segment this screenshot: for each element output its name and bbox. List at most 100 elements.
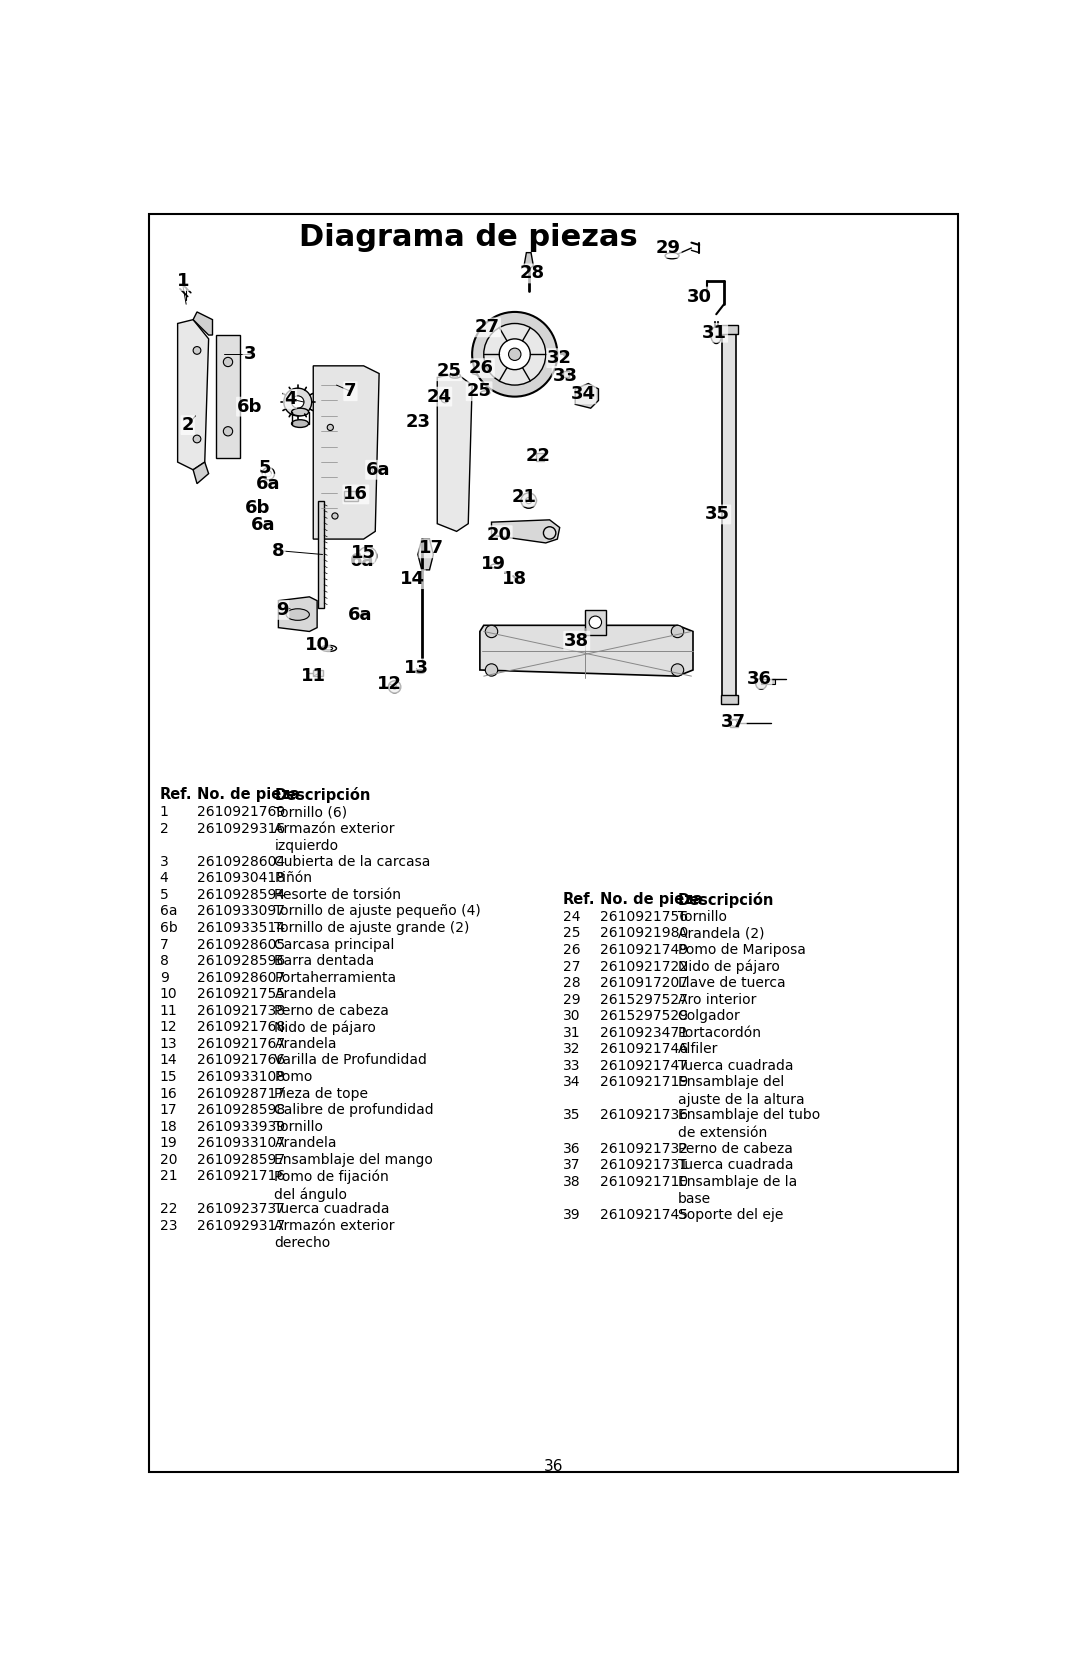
Bar	[318, 501, 324, 609]
Circle shape	[392, 684, 397, 689]
Text: 27: 27	[475, 319, 500, 337]
Ellipse shape	[292, 419, 309, 427]
Circle shape	[485, 664, 498, 676]
Text: 21: 21	[160, 1170, 177, 1183]
Text: Tornillo (6): Tornillo (6)	[274, 804, 348, 819]
Text: 3: 3	[243, 345, 256, 364]
Text: 2610917207: 2610917207	[600, 976, 688, 990]
Polygon shape	[313, 366, 379, 539]
Text: 2610921749: 2610921749	[600, 943, 688, 956]
Ellipse shape	[321, 646, 337, 651]
Text: 13: 13	[404, 659, 429, 678]
Polygon shape	[437, 374, 472, 531]
Text: Nido de pájaro: Nido de pájaro	[677, 960, 780, 975]
Text: 4: 4	[160, 871, 168, 885]
Text: 2610921768: 2610921768	[197, 1020, 285, 1035]
Text: 28: 28	[519, 264, 544, 282]
Text: 2610921746: 2610921746	[600, 1041, 688, 1056]
Text: Tornillo: Tornillo	[274, 1120, 324, 1133]
Text: 27: 27	[563, 960, 580, 973]
Text: Descripción: Descripción	[274, 788, 370, 803]
Ellipse shape	[416, 669, 424, 674]
Text: Nido de pájaro: Nido de pájaro	[274, 1020, 376, 1035]
Text: Portaherramienta: Portaherramienta	[274, 971, 396, 985]
Text: 2610921747: 2610921747	[600, 1058, 688, 1073]
Text: 2610921731: 2610921731	[600, 1158, 688, 1172]
Text: Calibre de profundidad: Calibre de profundidad	[274, 1103, 434, 1117]
Text: 6b: 6b	[237, 397, 262, 416]
Bar	[761, 679, 775, 684]
Polygon shape	[193, 312, 213, 335]
Text: 25: 25	[563, 926, 580, 940]
Polygon shape	[480, 626, 693, 676]
Ellipse shape	[665, 252, 679, 259]
Text: 2610923737: 2610923737	[197, 1202, 285, 1217]
Text: Pomo de fijación
del ángulo: Pomo de fijación del ángulo	[274, 1170, 389, 1202]
Ellipse shape	[481, 391, 490, 394]
Text: 7: 7	[160, 938, 168, 951]
Text: Perno de cabeza: Perno de cabeza	[274, 1003, 390, 1018]
Text: 6a: 6a	[366, 461, 391, 479]
Text: Resorte de torsión: Resorte de torsión	[274, 888, 402, 901]
Text: 15: 15	[351, 544, 376, 562]
Text: 25: 25	[467, 382, 491, 401]
Circle shape	[509, 349, 521, 361]
Text: 21: 21	[512, 487, 537, 506]
Text: 9: 9	[276, 601, 288, 619]
Text: 19: 19	[481, 554, 505, 572]
Circle shape	[284, 389, 312, 416]
Circle shape	[731, 719, 738, 726]
Text: 2615297527: 2615297527	[600, 993, 688, 1006]
Circle shape	[389, 681, 401, 693]
Text: 14: 14	[160, 1053, 177, 1068]
Text: Arandela (2): Arandela (2)	[677, 926, 764, 940]
Text: 2615297529: 2615297529	[600, 1010, 688, 1023]
Text: 2610921719: 2610921719	[600, 1075, 688, 1090]
Circle shape	[193, 347, 201, 354]
Text: 25: 25	[436, 362, 461, 381]
Text: 36: 36	[563, 1142, 580, 1155]
Text: Barra dentada: Barra dentada	[274, 955, 375, 968]
Bar	[721, 694, 738, 704]
Text: 5: 5	[160, 888, 168, 901]
Text: 16: 16	[160, 1087, 177, 1100]
Text: 18: 18	[502, 571, 527, 587]
Text: 33: 33	[563, 1058, 580, 1073]
Circle shape	[543, 527, 556, 539]
Text: 24: 24	[563, 910, 580, 925]
Text: 2610928596: 2610928596	[197, 955, 285, 968]
Text: 8: 8	[272, 542, 285, 559]
Bar	[723, 330, 737, 699]
Circle shape	[521, 492, 537, 509]
Text: Descripción: Descripción	[677, 891, 774, 908]
Bar	[537, 452, 544, 461]
Circle shape	[564, 352, 568, 357]
Text: 1: 1	[160, 804, 168, 819]
Text: 2610921722: 2610921722	[600, 960, 688, 973]
Text: 2610921756: 2610921756	[600, 910, 688, 925]
Text: 23: 23	[405, 412, 430, 431]
Text: 22: 22	[160, 1202, 177, 1217]
Text: 2610921769: 2610921769	[197, 804, 285, 819]
Text: Tuerca cuadrada: Tuerca cuadrada	[677, 1158, 793, 1172]
Text: Pomo: Pomo	[274, 1070, 313, 1083]
Text: 35: 35	[563, 1108, 580, 1123]
Text: 6a: 6a	[251, 516, 275, 534]
Text: 6a: 6a	[350, 552, 375, 569]
Text: 2610921710: 2610921710	[600, 1175, 688, 1188]
Text: 6a: 6a	[348, 606, 372, 624]
Text: 2610921767: 2610921767	[197, 1036, 285, 1051]
Text: 2610933939: 2610933939	[197, 1120, 285, 1133]
Text: Portacordón: Portacordón	[677, 1026, 761, 1040]
Text: Tuerca cuadrada: Tuerca cuadrada	[677, 1058, 793, 1073]
Circle shape	[193, 436, 201, 442]
Text: 39: 39	[563, 1208, 580, 1222]
Text: 37: 37	[720, 713, 746, 731]
Text: 6a: 6a	[160, 905, 177, 918]
Text: 2610928594: 2610928594	[197, 888, 285, 901]
Text: 17: 17	[419, 539, 444, 557]
Text: No. de pieza: No. de pieza	[600, 891, 703, 906]
Text: Carcasa principal: Carcasa principal	[274, 938, 395, 951]
Text: 1: 1	[177, 272, 189, 290]
Text: 12: 12	[377, 674, 402, 693]
